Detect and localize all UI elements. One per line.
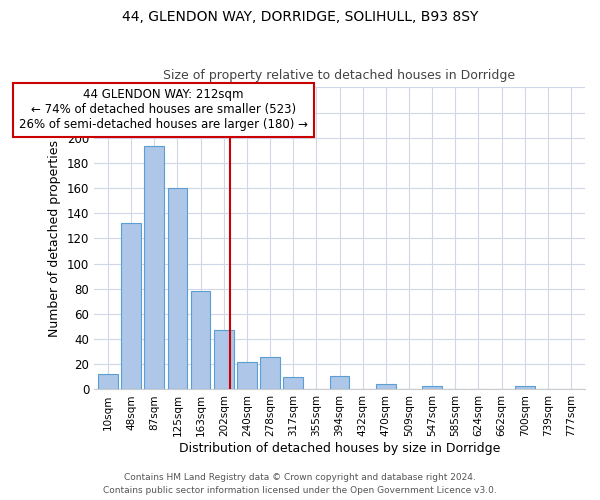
Bar bbox=[98, 374, 118, 390]
Bar bbox=[283, 377, 303, 390]
Bar bbox=[422, 386, 442, 390]
Bar bbox=[237, 362, 257, 390]
Bar bbox=[260, 356, 280, 390]
Bar bbox=[191, 292, 211, 390]
Bar bbox=[121, 224, 141, 390]
Bar bbox=[330, 376, 349, 390]
Text: Contains HM Land Registry data © Crown copyright and database right 2024.
Contai: Contains HM Land Registry data © Crown c… bbox=[103, 474, 497, 495]
Bar bbox=[167, 188, 187, 390]
Bar bbox=[214, 330, 233, 390]
Text: 44 GLENDON WAY: 212sqm
← 74% of detached houses are smaller (523)
26% of semi-de: 44 GLENDON WAY: 212sqm ← 74% of detached… bbox=[19, 88, 308, 132]
Title: Size of property relative to detached houses in Dorridge: Size of property relative to detached ho… bbox=[163, 69, 515, 82]
X-axis label: Distribution of detached houses by size in Dorridge: Distribution of detached houses by size … bbox=[179, 442, 500, 455]
Bar bbox=[515, 386, 535, 390]
Bar bbox=[145, 146, 164, 390]
Y-axis label: Number of detached properties: Number of detached properties bbox=[49, 140, 61, 337]
Bar bbox=[376, 384, 396, 390]
Text: 44, GLENDON WAY, DORRIDGE, SOLIHULL, B93 8SY: 44, GLENDON WAY, DORRIDGE, SOLIHULL, B93… bbox=[122, 10, 478, 24]
